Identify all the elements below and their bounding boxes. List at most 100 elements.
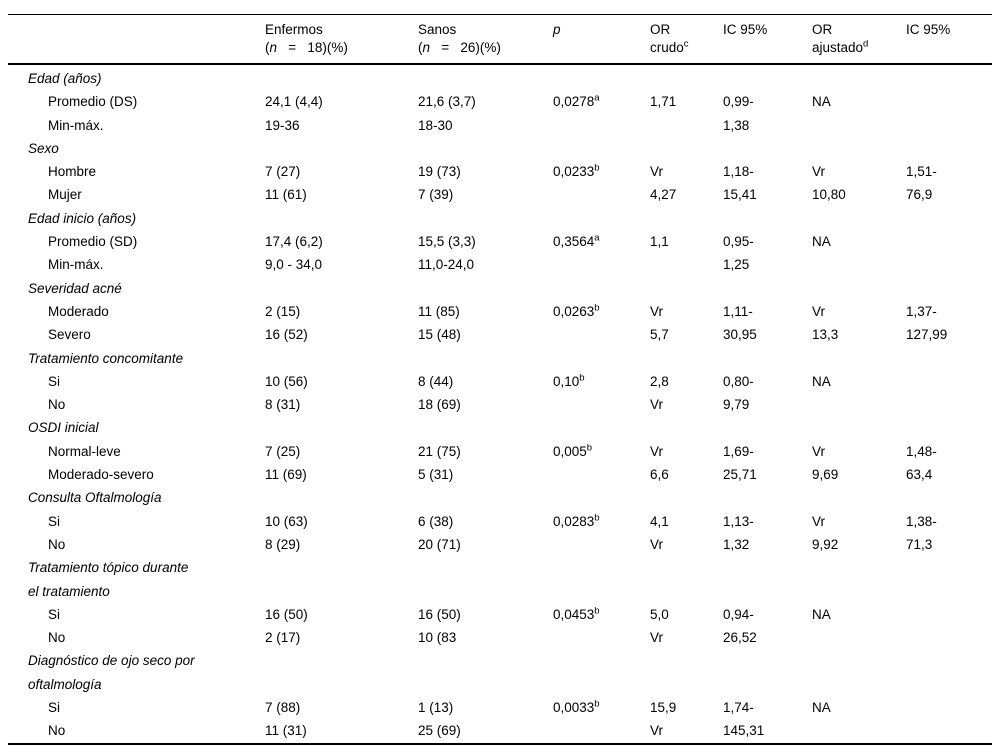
cell-enfermos: 11 (31): [265, 723, 307, 739]
cell-or-ajustado: NA: [812, 373, 831, 389]
cell-or-crudo: Vr: [650, 443, 663, 459]
cell-sanos: 6 (38): [418, 513, 454, 529]
cell-p: [553, 463, 650, 486]
header-row: Enfermos (n = 18)(%) Sanos (n = 26)(%) p…: [8, 14, 992, 65]
cell-or-crudo: 6,6: [650, 467, 669, 483]
row-label: Hombre: [48, 164, 97, 180]
row-label: Promedio (SD): [48, 234, 138, 250]
cell-or-crudo: 1,1: [650, 234, 669, 250]
section-label-line: Tratamiento tópico durante: [28, 560, 189, 576]
section-row: Tratamiento tópico durante el tratamiento: [8, 556, 992, 603]
cell-p: 0,10b: [553, 372, 585, 389]
cell-sanos: 16 (50): [418, 606, 461, 622]
cell-ic95-ajustado: [906, 719, 992, 743]
cell-or-ajustado: NA: [812, 606, 831, 622]
label: ajustado: [812, 39, 864, 55]
cell-enfermos: 11 (61): [265, 187, 307, 203]
cell-p: [553, 183, 650, 206]
cell-or-ajustado: Vr: [812, 443, 825, 459]
section-label-line: Edad inicio (años): [28, 210, 137, 226]
section-row: Sexo: [8, 137, 992, 160]
section-row: Consulta Oftalmología: [8, 486, 992, 509]
col-header-or-ajustado-line2: ajustadod: [812, 39, 906, 57]
section-label-line: Consulta Oftalmología: [28, 490, 162, 506]
section-label-line: oftalmología: [28, 676, 102, 692]
footnote-marker: b: [586, 442, 593, 454]
cell-or-crudo: 4,1: [650, 513, 669, 529]
cell-sanos: 8 (44): [418, 373, 454, 389]
table-row: Moderado 2 (15) 11 (85) 0,0263b Vr 1,11- Vr 1,3…: [8, 300, 992, 323]
row-label: Min-máx.: [48, 117, 104, 133]
cell-enfermos: 2 (17): [265, 630, 301, 646]
cell-or-ajustado: [812, 114, 906, 137]
col-header-sanos-line2: (n = 26)(%): [418, 39, 553, 57]
cell-p: 0,0283b: [553, 512, 600, 529]
cell-ic95-ajustado: 1,48-: [906, 443, 937, 459]
cell-sanos: 18-30: [418, 117, 453, 133]
col-header-ic95-ajustado: IC 95%: [906, 14, 992, 65]
table-row: Min-máx. 19-36 18-30 1,38: [8, 114, 992, 137]
row-label: Si: [48, 513, 61, 529]
cell-ic95-crudo: 1,74-: [723, 700, 754, 716]
cell-sanos: 21,6 (3,7): [418, 94, 476, 110]
cell-p: [553, 719, 650, 743]
cell-sanos: 11 (85): [418, 303, 460, 319]
cell-ic95-crudo: 30,95: [723, 327, 757, 343]
col-header-enfermos-line2: (n = 18)(%): [265, 39, 418, 57]
cell-or-ajustado: 9,92: [812, 536, 839, 552]
col-header-p: p: [553, 14, 650, 65]
cell-p: 0,0263b: [553, 302, 600, 319]
paren: (: [418, 39, 423, 55]
cell-enfermos: 10 (63): [265, 513, 308, 529]
row-label: No: [48, 630, 66, 646]
table-row: Si 10 (56) 8 (44) 0,10b 2,8 0,80- NA: [8, 370, 992, 393]
cell-enfermos: 7 (88): [265, 700, 301, 716]
table-row: Severo 16 (52) 15 (48) 5,7 30,95 13,3 127,99: [8, 323, 992, 346]
footnote-marker: b: [594, 605, 600, 617]
cell-p: [553, 533, 650, 556]
cell-sanos: 11,0-24,0: [418, 257, 475, 273]
section-row: Diagnóstico de ojo seco por oftalmología: [8, 649, 992, 696]
cell-p: 0,3564a: [553, 232, 600, 250]
cell-ic95-crudo: 1,13-: [723, 513, 754, 529]
table-row: No 8 (31) 18 (69) Vr 9,79: [8, 393, 992, 416]
footnote-marker: b: [594, 162, 600, 174]
footnote-marker: c: [683, 38, 689, 49]
section-row: Edad (años): [8, 64, 992, 90]
cell-or-ajustado: NA: [812, 700, 831, 716]
cell-or-crudo: 1,71: [650, 94, 677, 110]
cell-sanos: 10 (83: [418, 630, 457, 646]
cell-ic95-crudo: 145,31: [723, 723, 765, 739]
cell-ic95-crudo: 1,69-: [723, 443, 754, 459]
cell-ic95-crudo: 9,79: [723, 397, 750, 413]
table-container: Enfermos (n = 18)(%) Sanos (n = 26)(%) p…: [8, 14, 992, 745]
section-label-line: Severidad acné: [28, 280, 122, 296]
label: crudo: [650, 39, 684, 55]
footnote-marker: b: [594, 302, 600, 314]
cell-ic95-ajustado: [906, 253, 992, 276]
table-row: No 8 (29) 20 (71) Vr 1,32 9,92 71,3: [8, 533, 992, 556]
section-label-line: Tratamiento concomitante: [28, 350, 184, 366]
footnote-marker: a: [594, 232, 600, 244]
table-row: No 2 (17) 10 (83 Vr 26,52: [8, 626, 992, 649]
cell-ic95-crudo: 25,71: [723, 467, 757, 483]
cell-ic95-ajustado: 63,4: [906, 467, 933, 483]
col-header-enfermos-line1: Enfermos: [265, 22, 323, 37]
cell-ic95-crudo: 1,32: [723, 536, 750, 552]
row-label: Promedio (DS): [48, 94, 138, 110]
cell-or-crudo: Vr: [650, 723, 663, 739]
table-row: Si 16 (50) 16 (50) 0,0453b 5,0 0,94- NA: [8, 603, 992, 626]
cell-or-ajustado: 9,69: [812, 467, 839, 483]
cell-or-ajustado: Vr: [812, 164, 825, 180]
cell-or-ajustado: [812, 393, 906, 416]
cell-ic95-ajustado: [906, 114, 992, 137]
cell-ic95-ajustado: [906, 230, 992, 253]
cell-ic95-crudo: 0,80-: [723, 373, 754, 389]
cell-sanos: 21 (75): [418, 443, 461, 459]
paren: (: [265, 39, 270, 55]
cell-p: [553, 626, 650, 649]
n-value: = 26)(%): [430, 39, 501, 55]
col-header-sanos: Sanos (n = 26)(%): [418, 14, 553, 65]
cell-enfermos: 9,0 - 34,0: [265, 257, 323, 273]
